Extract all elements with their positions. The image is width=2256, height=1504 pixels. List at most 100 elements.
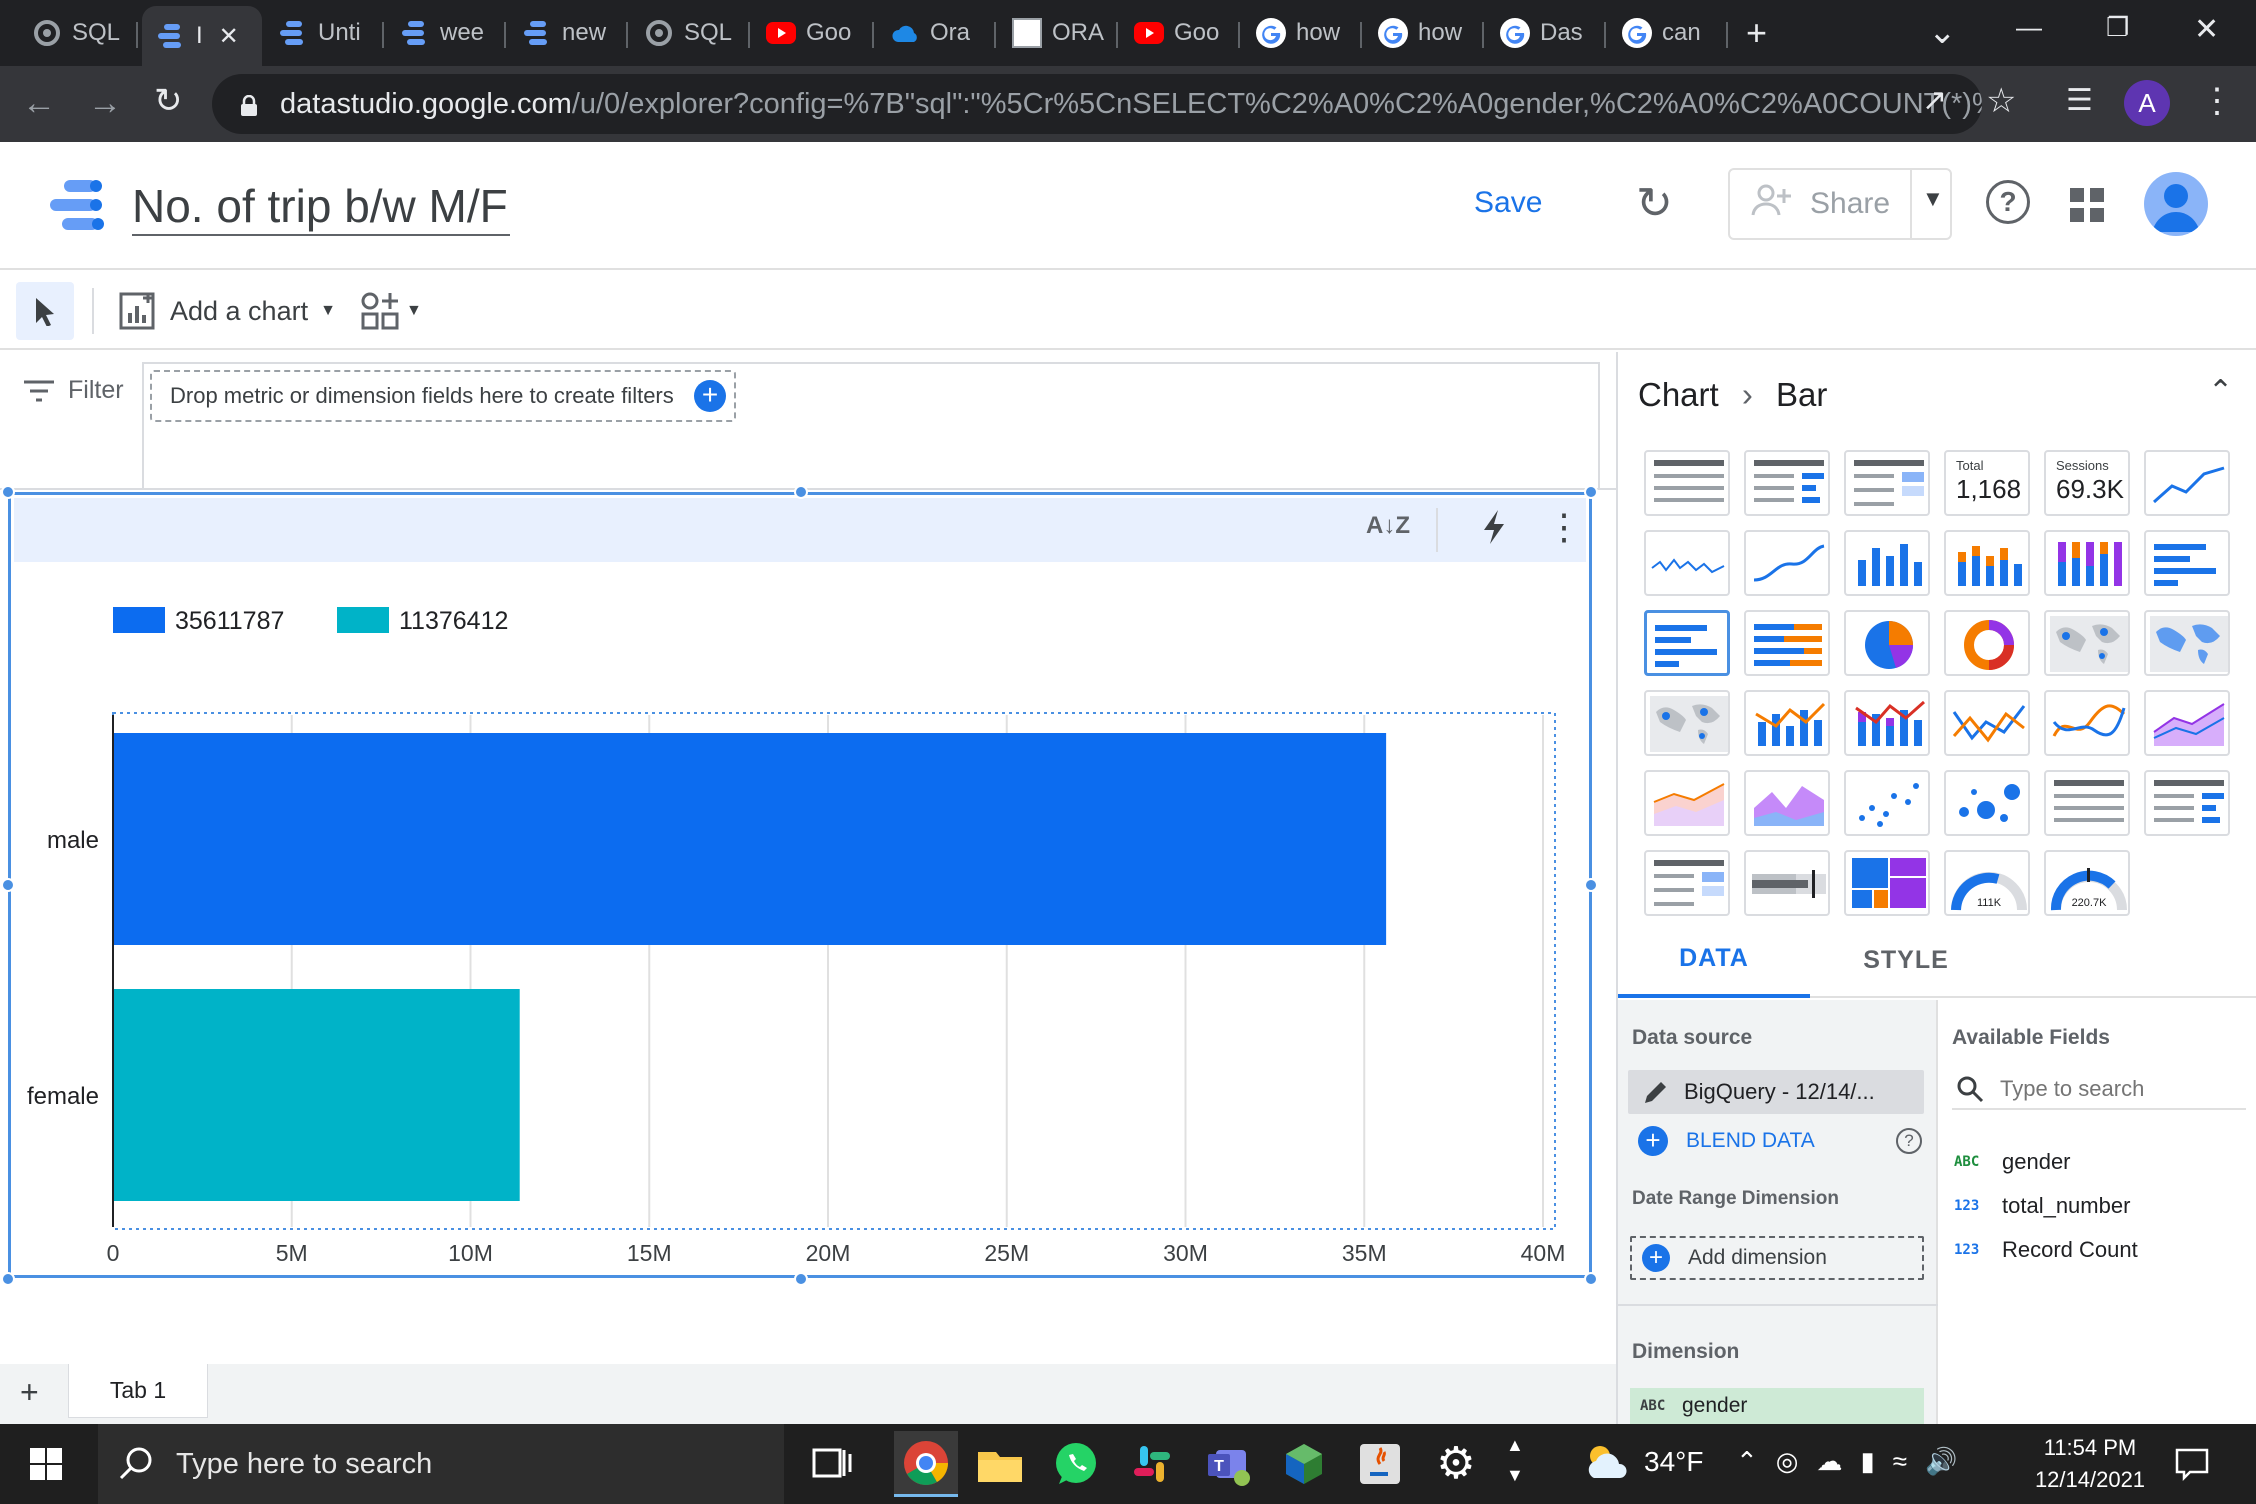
weather-widget[interactable]: 34°F	[1582, 1440, 1703, 1484]
browser-menu-icon[interactable]: ⋮	[2200, 82, 2234, 120]
time-series-chart-icon[interactable]	[2144, 450, 2230, 516]
help-icon[interactable]: ?	[1986, 180, 2030, 224]
scorecard-chart-icon[interactable]: Total 1,168	[1944, 450, 2030, 516]
smoothed-multi-line-icon[interactable]	[2044, 690, 2130, 756]
whatsapp-icon[interactable]	[1050, 1438, 1102, 1490]
browser-tab[interactable]: how	[1242, 8, 1362, 58]
browser-tab[interactable]: SQL	[630, 8, 750, 58]
smoothed-line-chart-icon[interactable]	[1744, 530, 1830, 596]
browser-tab[interactable]: Ora	[876, 8, 996, 58]
wifi-icon[interactable]: ≈	[1892, 1446, 1908, 1476]
filter-button[interactable]: Filter	[22, 376, 124, 405]
browser-tab[interactable]: how	[1364, 8, 1484, 58]
tab-search-icon[interactable]: ⌄	[1928, 13, 1957, 51]
tray-chevron-icon[interactable]: ⌃	[1736, 1446, 1758, 1476]
resize-handle-ml[interactable]	[1, 878, 15, 892]
file-explorer-icon[interactable]	[974, 1438, 1026, 1490]
combo-chart-icon[interactable]	[1744, 690, 1830, 756]
table-heatmap-chart-icon[interactable]	[1844, 450, 1930, 516]
column-chart-icon[interactable]	[1844, 530, 1930, 596]
bookmark-star-icon[interactable]: ☆	[1986, 82, 2017, 120]
media-control-icon[interactable]: ☰	[2066, 84, 2093, 117]
add-filter-icon[interactable]: +	[694, 380, 726, 412]
stacked-bar-chart-icon[interactable]	[1744, 610, 1830, 676]
browser-tab[interactable]: Das	[1486, 8, 1606, 58]
selected-bar-chart-icon[interactable]	[1644, 610, 1730, 676]
datastudio-logo[interactable]	[48, 178, 108, 232]
sort-az-icon[interactable]: A↓Z	[1366, 512, 1410, 539]
bar-chart-icon[interactable]	[2144, 530, 2230, 596]
resize-handle-mr[interactable]	[1584, 878, 1598, 892]
browser-tab[interactable]: Goo	[752, 8, 874, 58]
field-search[interactable]	[1952, 1070, 2246, 1110]
bubble-map-icon[interactable]	[1644, 690, 1730, 756]
new-tab-icon[interactable]: +	[1746, 12, 1768, 53]
line-chart-icon[interactable]	[1944, 690, 2030, 756]
chart-menu-icon[interactable]: ⋮	[1546, 506, 1582, 547]
bar-chart-component[interactable]: A↓Z ⋮ 0 5M 10M 15M 20M 25M 30M 35M 40M male female…	[8, 492, 1592, 1278]
pivot-heatmap-icon[interactable]	[1644, 850, 1730, 916]
table-chart-icon[interactable]	[1644, 450, 1730, 516]
notifications-icon[interactable]	[2174, 1446, 2210, 1482]
resize-handle-br[interactable]	[1584, 1272, 1598, 1286]
add-page-icon[interactable]: +	[20, 1374, 39, 1410]
bubble-chart-icon[interactable]	[1944, 770, 2030, 836]
volume-icon[interactable]: 🔊	[1925, 1446, 1958, 1476]
clock[interactable]: 11:54 PM 12/14/2021	[2020, 1432, 2160, 1496]
scorecard-compact-chart-icon[interactable]: Sessions 69.3K	[2044, 450, 2130, 516]
reload-icon[interactable]: ↻	[154, 82, 183, 120]
teams-icon[interactable]: T	[1202, 1438, 1254, 1490]
browser-tab[interactable]: wee	[386, 8, 506, 58]
windows-start-icon[interactable]	[30, 1448, 62, 1480]
report-title[interactable]: No. of trip b/w M/F	[132, 178, 510, 236]
share-dropdown-icon[interactable]: ▼	[1922, 186, 1944, 211]
select-tool-button[interactable]	[16, 282, 74, 340]
share-page-icon[interactable]: ↗	[1922, 84, 1948, 117]
geo-chart-icon[interactable]	[2044, 610, 2130, 676]
stacked-column-chart-icon[interactable]	[1944, 530, 2030, 596]
blend-data-button[interactable]: + BLEND DATA	[1638, 1126, 1815, 1156]
bullet-chart-icon[interactable]	[1744, 850, 1830, 916]
donut-chart-icon[interactable]	[1944, 610, 2030, 676]
pie-chart-icon[interactable]	[1844, 610, 1930, 676]
blend-help-icon[interactable]: ?	[1896, 1128, 1922, 1154]
filled-map-icon[interactable]	[2144, 610, 2230, 676]
browser-tab[interactable]: can	[1608, 8, 1728, 58]
chrome-app-icon[interactable]	[894, 1431, 958, 1497]
browser-tab[interactable]: I ✕	[142, 6, 262, 66]
treemap-chart-icon[interactable]	[1844, 850, 1930, 916]
taskbar-search[interactable]: Type here to search	[98, 1424, 784, 1504]
field-item[interactable]: ABC gender	[1954, 1144, 2071, 1180]
tab-data[interactable]: DATA	[1618, 922, 1810, 998]
browser-tab[interactable]: Unti	[264, 8, 384, 58]
browser-tab[interactable]: Goo	[1120, 8, 1240, 58]
pivot-table-icon[interactable]	[2044, 770, 2130, 836]
stacked-combo-chart-icon[interactable]	[1844, 690, 1930, 756]
resize-handle-tl[interactable]	[1, 485, 15, 499]
profile-avatar[interactable]: A	[2124, 80, 2170, 126]
pivot-bar-table-icon[interactable]	[2144, 770, 2230, 836]
apps-grid-icon[interactable]	[2070, 188, 2104, 222]
percent-column-chart-icon[interactable]	[2044, 530, 2130, 596]
battery-icon[interactable]: ▮	[1860, 1446, 1875, 1476]
resize-handle-bm[interactable]	[794, 1272, 808, 1286]
camera-icon[interactable]: ◎	[1775, 1446, 1799, 1476]
sparkline-chart-icon[interactable]	[1644, 530, 1730, 596]
filter-drop-zone[interactable]: Drop metric or dimension fields here to …	[150, 370, 736, 422]
minimize-icon[interactable]: —	[2016, 12, 2042, 42]
onedrive-cloud-icon[interactable]: ☁	[1816, 1446, 1843, 1476]
share-button[interactable]: Share ▼	[1728, 168, 1952, 240]
percent-area-chart-icon[interactable]	[1744, 770, 1830, 836]
collapse-chevron-icon[interactable]: ⌃	[2208, 375, 2234, 408]
browser-tab[interactable]: ORA	[998, 8, 1118, 58]
task-view-icon[interactable]	[806, 1438, 858, 1490]
scatter-chart-icon[interactable]	[1844, 770, 1930, 836]
resize-handle-tm[interactable]	[794, 485, 808, 499]
browser-tab[interactable]: SQL	[18, 8, 138, 58]
chart-type-breadcrumb[interactable]: Chart › Bar	[1638, 376, 1827, 414]
page-tab-1[interactable]: Tab 1	[68, 1364, 208, 1418]
browser-tab[interactable]: new	[508, 8, 628, 58]
tab-style[interactable]: STYLE	[1810, 922, 2002, 998]
back-icon[interactable]: ←	[22, 84, 56, 122]
stacked-area-chart-icon[interactable]	[1644, 770, 1730, 836]
